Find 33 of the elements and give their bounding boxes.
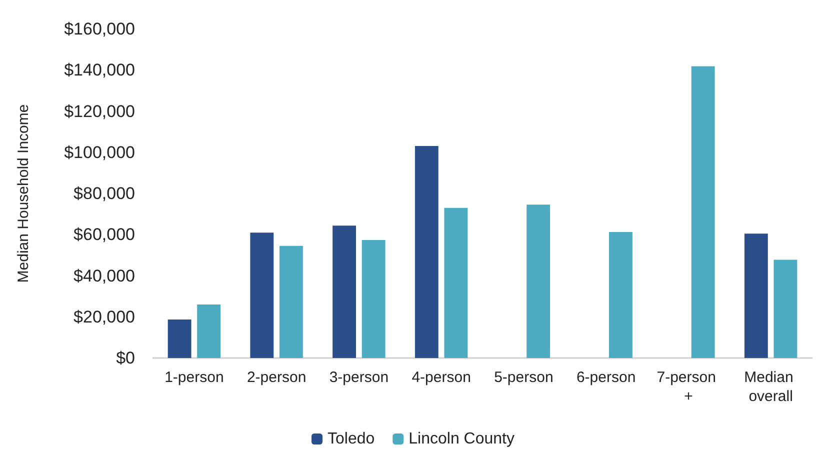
x-tick-label: 7-person + <box>656 369 720 405</box>
bar <box>691 66 715 358</box>
x-tick-label: 1-person <box>164 369 224 386</box>
y-tick-label: $140,000 <box>64 60 135 80</box>
bar <box>526 204 550 358</box>
bar <box>279 246 303 358</box>
bar <box>168 320 192 358</box>
x-tick-label: Median overall <box>744 369 798 405</box>
x-tick-label: 6-person <box>576 369 636 386</box>
y-tick-label: $160,000 <box>64 20 135 38</box>
bar <box>744 234 768 358</box>
bar <box>444 208 468 358</box>
y-tick-label: $120,000 <box>64 102 135 121</box>
bar <box>250 232 274 358</box>
y-axis-title: Median Household Income <box>15 104 32 283</box>
x-tick-label: 5-person <box>494 369 554 386</box>
x-tick-label: 3-person <box>329 369 389 386</box>
legend-label: Lincoln County <box>408 430 514 448</box>
x-tick-label: 2-person <box>246 369 306 386</box>
y-tick-label: $60,000 <box>74 225 135 244</box>
y-tick-label: $0 <box>116 348 135 368</box>
bar <box>608 232 632 358</box>
y-tick-label: $100,000 <box>64 142 135 162</box>
bar <box>332 226 356 358</box>
legend-label: Toledo <box>328 430 375 448</box>
bar <box>362 240 386 358</box>
x-tick-label: 4-person <box>412 369 471 386</box>
y-tick-label: $20,000 <box>74 307 135 326</box>
bar <box>774 260 798 358</box>
bar <box>197 304 221 358</box>
y-tick-label: $40,000 <box>74 266 135 286</box>
y-tick-label: $80,000 <box>74 184 135 203</box>
bar <box>414 146 438 358</box>
